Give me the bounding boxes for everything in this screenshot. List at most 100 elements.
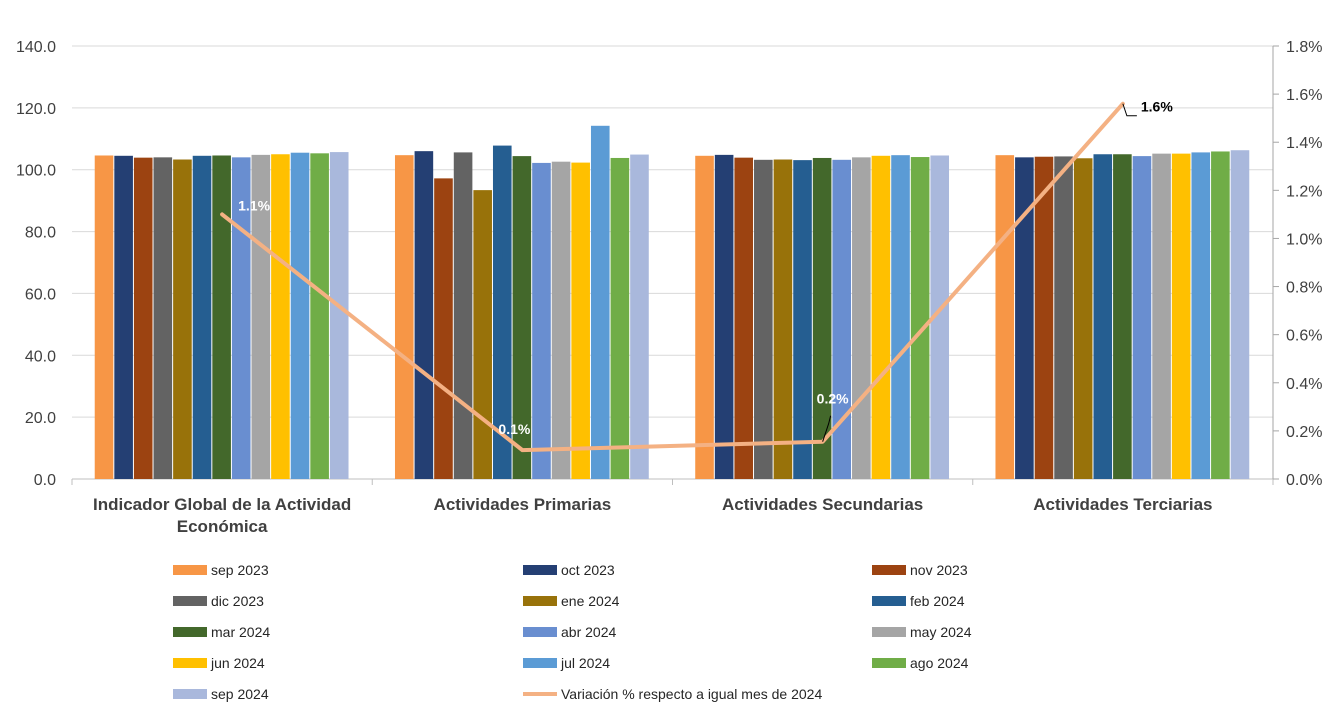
category-labels: Indicador Global de la Actividad Económic… [93,495,1212,536]
bar [532,162,551,479]
bar [290,152,310,480]
line-path [220,101,1125,453]
bar [1113,154,1132,479]
bar [910,157,930,479]
bar [852,157,871,480]
bar [434,178,453,480]
right-tick-label: 0.6% [1286,328,1322,345]
right-tick-label: 0.8% [1286,280,1322,297]
legend-swatch [523,596,557,606]
bar [94,155,114,480]
left-tick-label: 120.0 [16,101,56,118]
bar [1171,153,1191,480]
category-label: Indicador Global de la Actividad [93,495,351,514]
legend-label: may 2024 [910,624,972,640]
line-data-label: 1.1% [238,197,270,213]
bar [773,159,793,479]
legend-swatch [523,658,557,668]
label-leader [822,415,832,442]
category-label: Actividades Secundarias [722,495,923,514]
legend-label: sep 2023 [211,562,269,578]
legend-label: jun 2024 [210,655,265,671]
bar [1093,154,1113,479]
bar [871,155,891,479]
bar [695,155,714,479]
legend-swatch [523,627,557,637]
legend-swatch [523,565,557,575]
legend-label: feb 2024 [910,593,965,609]
label-leader [1122,103,1137,117]
bar [453,152,473,479]
legend-label: Variación % respecto a igual mes de 2024 [561,686,822,702]
bar [492,145,512,479]
bar [192,155,212,479]
bar [995,155,1015,479]
right-axis-ticks: 0.0% 0.2% 0.4% 0.6% 0.8% 1.0% 1.2% 1.4% 1.6% 1.8% [1273,39,1322,489]
bar [251,154,271,479]
left-tick-label: 20.0 [25,410,56,427]
line-data-label: 0.1% [498,421,530,437]
bar [473,190,492,479]
category-label: Actividades Primarias [434,495,612,514]
bar [1015,157,1034,480]
bar [1034,156,1054,479]
bar [1211,151,1230,479]
left-tick-label: 80.0 [25,225,56,242]
left-tick-label: 100.0 [16,163,56,180]
bar [114,155,133,479]
right-tick-label: 1.6% [1286,87,1322,104]
right-tick-label: 1.0% [1286,231,1322,248]
bar [271,154,290,479]
bar [173,159,192,479]
legend-swatch [173,565,207,575]
bar [231,157,251,480]
legend-label: oct 2023 [561,562,615,578]
legend-label: nov 2023 [910,562,968,578]
bar [153,157,173,480]
bar [793,160,812,479]
bar [832,159,852,479]
legend-swatch [872,596,906,606]
line-data-label: 0.2% [817,391,849,407]
legend-label: abr 2024 [561,624,616,640]
right-tick-label: 1.4% [1286,135,1322,152]
legend-swatch [173,689,207,699]
bar [1132,156,1152,479]
category-label: Económica [177,517,268,536]
bar [414,151,434,479]
left-tick-label: 140.0 [16,39,56,56]
legend-label: sep 2024 [211,686,269,702]
bar [714,154,734,479]
bar [329,152,349,479]
right-tick-label: 1.2% [1286,183,1322,200]
bar [571,162,590,479]
legend-label: ago 2024 [910,655,969,671]
left-tick-label: 40.0 [25,348,56,365]
left-tick-label: 0.0 [34,472,56,489]
legend-swatch [173,627,207,637]
line-data-label: 1.6% [1141,99,1173,115]
legend-swatch [872,565,906,575]
legend-swatch [872,658,906,668]
left-tick-label: 60.0 [25,286,56,303]
bar [512,156,532,479]
left-axis-ticks: 0.0 20.0 40.0 60.0 80.0 100.0 120.0 140.0 [16,39,56,489]
right-tick-label: 1.8% [1286,39,1322,56]
bar [590,125,610,479]
bar [734,157,754,479]
bar [551,161,571,479]
bar [754,159,773,479]
bar [394,155,414,479]
bar [1191,152,1211,479]
bar [930,155,950,480]
legend-swatch [173,596,207,606]
legend-label: mar 2024 [211,624,270,640]
bar [1054,156,1073,480]
legend-label: jul 2024 [560,655,610,671]
bars [94,125,1250,480]
bar [1152,153,1171,480]
bar [630,154,649,480]
legend-label: dic 2023 [211,593,264,609]
legend: sep 2023 oct 2023 nov 2023 dic 2023 ene 2024… [173,562,972,702]
